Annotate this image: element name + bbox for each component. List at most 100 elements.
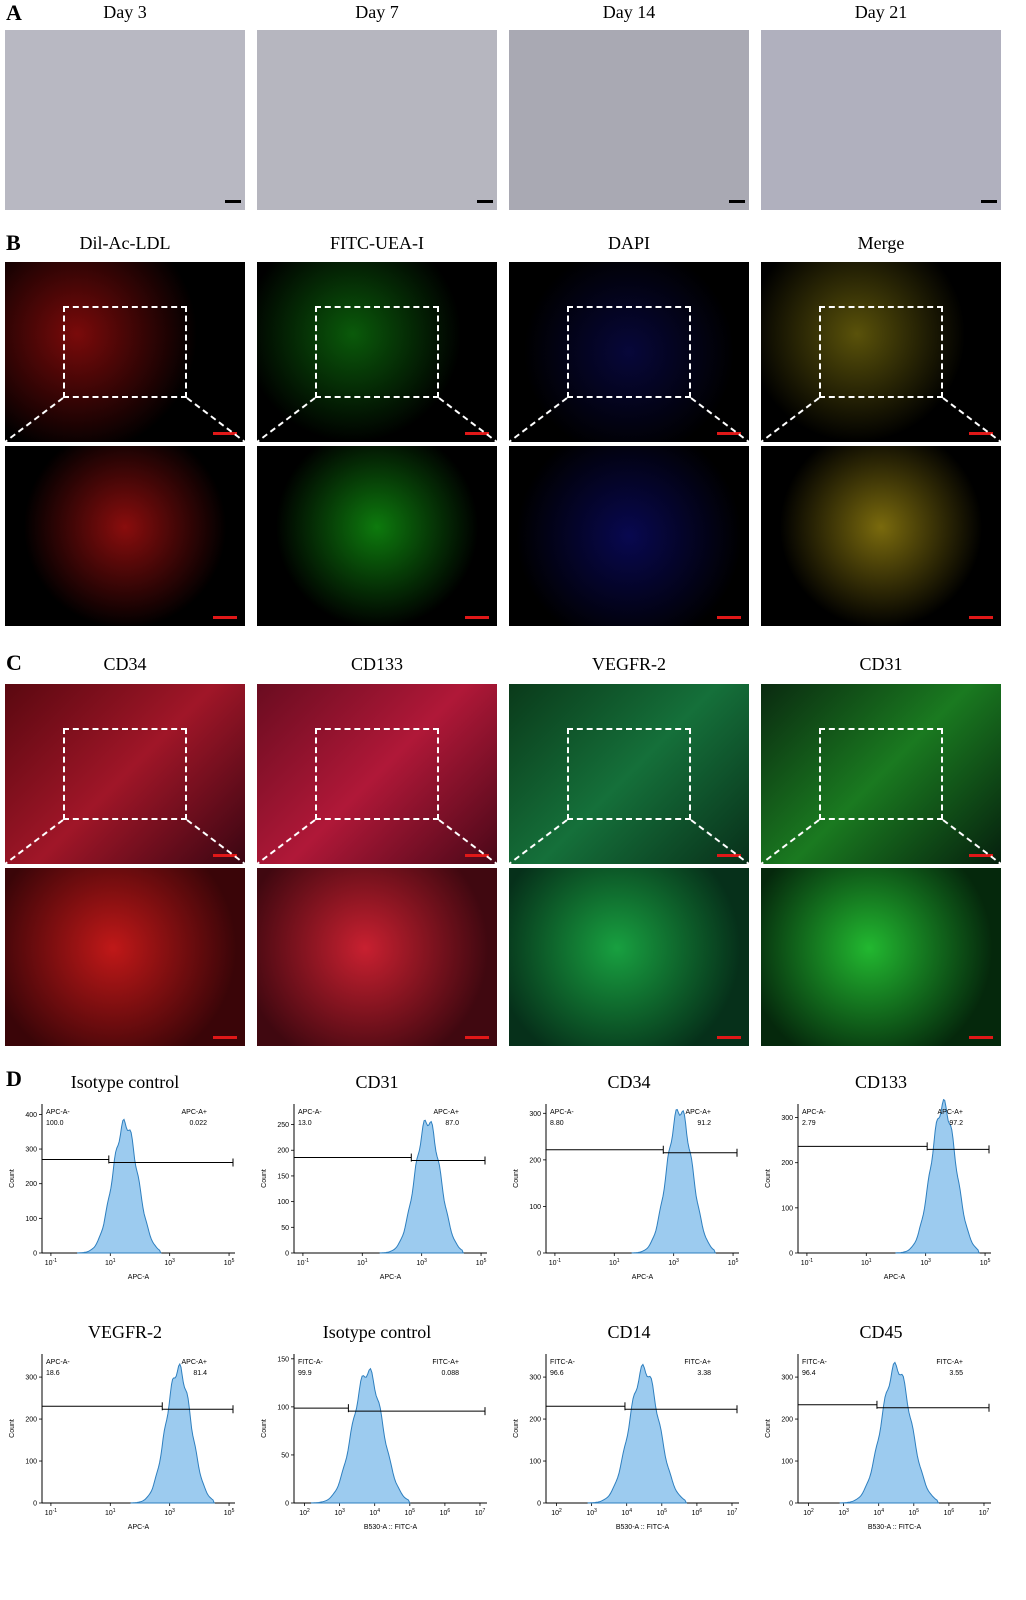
x-tick-label: 107 [475, 1508, 486, 1517]
histogram-chart: 102 103 104 105 106 107 0 100 200 300 Count B530-A … [513, 1354, 739, 1531]
gate-positive-percent: 81.4 [193, 1370, 207, 1377]
panel-label-b: B [6, 230, 21, 255]
x-tick-label: 104 [621, 1508, 632, 1517]
y-tick-label: 0 [537, 1501, 541, 1508]
gate-positive-percent: 97.2 [949, 1120, 963, 1127]
gate-positive-percent: 3.38 [697, 1370, 711, 1377]
y-tick-label: 50 [281, 1225, 289, 1232]
x-axis-label: APC-A [128, 1524, 150, 1531]
x-tick-label: 103 [416, 1258, 427, 1267]
gate-positive-percent: 3.55 [949, 1370, 963, 1377]
scale-bar [729, 200, 745, 203]
fluorescence-zoom-merge [761, 446, 1001, 626]
y-axis-label: Count [513, 1419, 520, 1438]
scale-bar [717, 616, 741, 619]
histogram-title: CD14 [607, 1322, 651, 1342]
histogram-title: CD45 [859, 1322, 903, 1342]
y-tick-label: 0 [285, 1501, 289, 1508]
histogram-chart: 10-1 101 103 105 0 100 200 300 Count APC-A APC-A- 1… [9, 1354, 235, 1531]
y-tick-label: 50 [281, 1452, 289, 1459]
zoom-connector [760, 397, 1002, 443]
scale-bar [213, 616, 237, 619]
gate-positive-percent: 0.022 [189, 1120, 207, 1127]
x-tick-label: 10-1 [297, 1258, 309, 1267]
gate-positive-label: APC-A+ [182, 1359, 207, 1366]
scale-bar [465, 616, 489, 619]
gate-negative-percent: 96.4 [802, 1370, 816, 1377]
scale-bar [969, 854, 993, 857]
x-axis-label: APC-A [884, 1274, 906, 1281]
x-tick-label: 10-1 [45, 1258, 57, 1267]
x-axis-label: B530-A :: FITC-A [616, 1524, 670, 1531]
x-tick-label: 105 [224, 1508, 235, 1517]
zoom-connector-line [256, 397, 316, 443]
histogram-title: CD31 [355, 1072, 399, 1092]
zoom-region-box [63, 306, 187, 398]
y-axis-label: Count [9, 1419, 16, 1438]
zoom-connector-line [508, 819, 568, 865]
x-axis-label: B530-A :: FITC-A [868, 1524, 922, 1531]
scale-bar [225, 200, 241, 203]
x-axis-label: B530-A :: FITC-A [364, 1524, 418, 1531]
gate-negative-percent: 96.6 [550, 1370, 564, 1377]
gate-negative-label: APC-A- [802, 1109, 826, 1116]
gate-positive-label: APC-A+ [434, 1109, 459, 1116]
x-tick-label: 105 [980, 1258, 991, 1267]
fluorescence-zoom-dil-ac-ldl [5, 446, 245, 626]
scale-bar [465, 1036, 489, 1039]
histogram-chart: 10-1 101 103 105 0 100 200 300 Count APC-A APC-A- 2… [765, 1098, 991, 1281]
y-tick-label: 0 [789, 1501, 793, 1508]
column-title-day14: Day 14 [602, 2, 656, 22]
panel-label-a: A [6, 0, 22, 25]
x-tick-label: 103 [668, 1258, 679, 1267]
histogram-curve [379, 1119, 464, 1254]
y-tick-label: 100 [25, 1459, 37, 1466]
histogram-curve [130, 1362, 215, 1504]
y-tick-label: 200 [529, 1157, 541, 1164]
gate-negative-label: FITC-A- [550, 1359, 576, 1366]
zoom-connector-line [508, 397, 568, 443]
gate-negative-label: FITC-A- [298, 1359, 324, 1366]
y-axis-label: Count [765, 1419, 772, 1438]
x-tick-label: 106 [440, 1508, 451, 1517]
column-title-day7: Day 7 [355, 2, 399, 22]
immunofluorescence-zoom-cd34 [5, 868, 245, 1046]
fluorescence-zoom-dapi [509, 446, 749, 626]
zoom-connector-line [690, 397, 750, 443]
y-tick-label: 300 [25, 1147, 37, 1154]
x-tick-label: 105 [657, 1508, 668, 1517]
histogram-chart: 102 103 104 105 106 107 0 100 200 300 Count B530-A … [765, 1354, 991, 1531]
x-tick-label: 102 [551, 1508, 562, 1517]
x-tick-label: 103 [164, 1258, 175, 1267]
y-axis-label: Count [9, 1169, 16, 1188]
scale-bar [213, 1036, 237, 1039]
y-tick-label: 200 [25, 1181, 37, 1188]
histogram-title: CD34 [607, 1072, 651, 1092]
x-tick-label: 105 [405, 1508, 416, 1517]
scale-bar [477, 200, 493, 203]
zoom-connector-line [438, 397, 498, 443]
x-tick-label: 101 [609, 1258, 620, 1267]
x-tick-label: 104 [873, 1508, 884, 1517]
zoom-connector-line [256, 819, 316, 865]
y-tick-label: 0 [33, 1501, 37, 1508]
histogram-curve [631, 1108, 716, 1254]
column-title-vegfr2: VEGFR-2 [591, 654, 666, 674]
y-tick-label: 200 [781, 1160, 793, 1167]
histogram-title: CD133 [854, 1072, 907, 1092]
zoom-connector-line [942, 397, 1002, 443]
y-tick-label: 400 [25, 1112, 37, 1119]
gate-negative-label: APC-A- [550, 1109, 574, 1116]
y-tick-label: 0 [537, 1251, 541, 1258]
gate-negative-label: APC-A- [298, 1109, 322, 1116]
y-tick-label: 300 [25, 1375, 37, 1382]
y-tick-label: 300 [529, 1375, 541, 1382]
scale-bar [465, 432, 489, 435]
scale-bar [969, 1036, 993, 1039]
zoom-connector [256, 397, 498, 443]
column-title-cd31: CD31 [859, 654, 903, 674]
gate-negative-percent: 99.9 [298, 1370, 312, 1377]
zoom-connector-line [438, 819, 498, 865]
micrograph-day14 [509, 30, 749, 210]
zoom-connector-line [760, 397, 820, 443]
